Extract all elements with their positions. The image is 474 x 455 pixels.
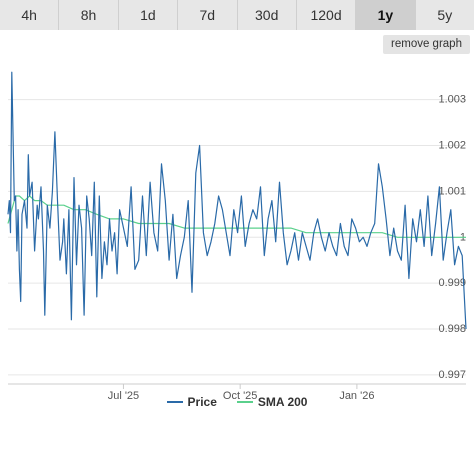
legend-swatch-sma bbox=[236, 401, 253, 403]
x-tick-label: Oct '25 bbox=[223, 390, 258, 402]
tab-8h[interactable]: 8h bbox=[59, 0, 119, 30]
time-range-tabs: 4h 8h 1d 7d 30d 120d 1y 5y bbox=[0, 0, 474, 30]
legend-label-price: Price bbox=[187, 395, 217, 409]
tab-5y[interactable]: 5y bbox=[415, 0, 474, 30]
y-tick-label: 0.997 bbox=[438, 369, 466, 381]
tab-30d[interactable]: 30d bbox=[237, 0, 297, 30]
legend-label-sma: SMA 200 bbox=[257, 395, 308, 409]
legend-item-sma[interactable]: SMA 200 bbox=[236, 395, 308, 409]
y-tick-label: 1.001 bbox=[438, 185, 466, 197]
tab-120d[interactable]: 120d bbox=[296, 0, 357, 30]
sma-200-line bbox=[7, 195, 466, 238]
y-tick-label: 0.998 bbox=[438, 323, 466, 335]
remove-graph-button[interactable]: remove graph bbox=[383, 35, 470, 54]
x-tick-label: Jan '26 bbox=[339, 390, 374, 402]
y-tick-label: 1.002 bbox=[438, 140, 466, 152]
tab-1d[interactable]: 1d bbox=[118, 0, 179, 30]
x-tick-label: Jul '25 bbox=[108, 390, 139, 402]
tab-4h[interactable]: 4h bbox=[0, 0, 60, 30]
tab-7d[interactable]: 7d bbox=[178, 0, 238, 30]
legend-swatch-price bbox=[166, 401, 183, 403]
y-tick-label: 0.999 bbox=[438, 277, 466, 289]
chart-legend: Price SMA 200 bbox=[0, 392, 474, 412]
y-tick-label: 1.003 bbox=[438, 94, 466, 106]
price-line bbox=[7, 71, 467, 330]
legend-item-price[interactable]: Price bbox=[166, 395, 217, 409]
tab-1y[interactable]: 1y bbox=[356, 0, 416, 30]
